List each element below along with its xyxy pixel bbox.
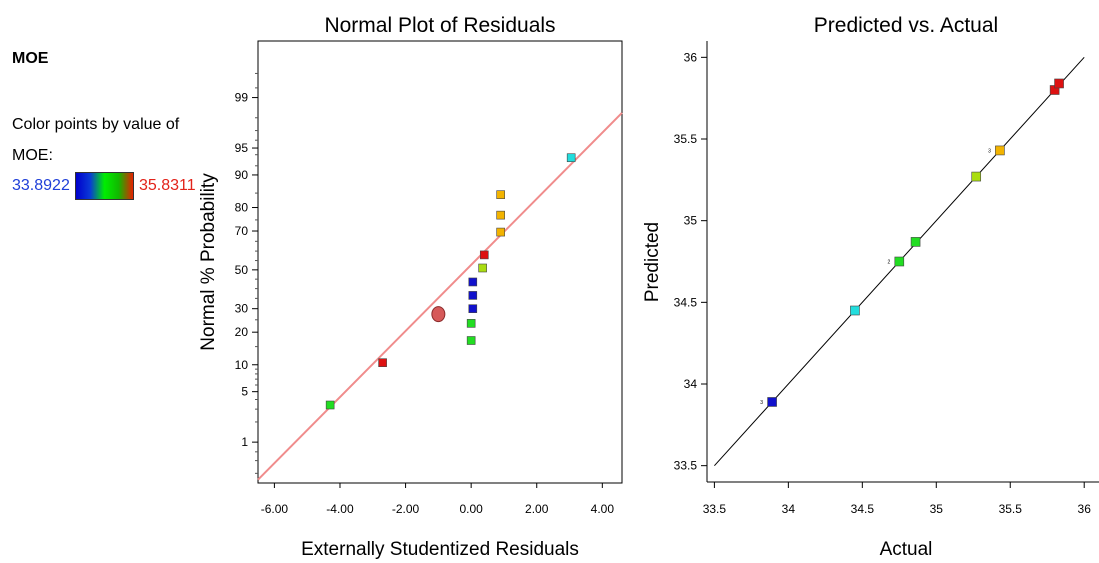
chart2-ylabel: Predicted <box>642 222 663 302</box>
chart1-y-tick-label: 30 <box>235 302 249 316</box>
chart1-xlabel: Externally Studentized Residuals <box>301 539 579 560</box>
legend-panel: MOE Color points by value of MOE: 33.892… <box>0 0 250 260</box>
chart1-point <box>466 336 476 345</box>
chart2-point <box>767 397 777 407</box>
chart1-y-tick-label: 80 <box>235 201 249 215</box>
chart2-point-count-label: 3 <box>760 400 763 406</box>
chart2-y-tick-label: 33.5 <box>674 459 698 473</box>
chart2-point-count-label: 2 <box>888 260 891 266</box>
chart2-y-tick-label: 35 <box>684 214 698 228</box>
chart1-point <box>378 358 387 367</box>
chart1-x-tick-label: 2.00 <box>525 502 549 516</box>
chart1-highlight-point[interactable] <box>431 306 446 323</box>
chart2-point <box>995 145 1005 156</box>
chart1-x-tick-label: 0.00 <box>459 502 483 516</box>
chart1-y-tick-label: 5 <box>241 385 248 399</box>
chart1-y-tick-label: 70 <box>235 224 249 238</box>
chart1-y-tick-label: 1 <box>241 435 248 449</box>
chart2-x-tick-label: 34 <box>782 502 796 516</box>
chart1-point <box>466 319 476 328</box>
chart2-title: Predicted vs. Actual <box>814 14 998 37</box>
chart1-y-tick-label: 20 <box>235 325 249 339</box>
chart2-x-tick-label: 36 <box>1078 502 1092 516</box>
chart2-y-tick-label: 35.5 <box>674 132 698 146</box>
chart1-y-tick-label: 95 <box>235 141 249 155</box>
color-caption-line1: Color points by value of <box>12 116 180 133</box>
chart1-point <box>566 153 576 163</box>
color-caption-line2: MOE: <box>12 147 53 164</box>
chart1-point <box>479 250 489 260</box>
chart2-x-tick-label: 33.5 <box>703 502 727 516</box>
chart2-x-tick-label: 35.5 <box>999 502 1023 516</box>
color-gradient-bar <box>75 172 134 200</box>
chart1-ylabel: Normal % Probability <box>198 173 219 351</box>
chart2-point <box>1054 78 1064 89</box>
chart1-y-tick-label: 10 <box>235 358 249 372</box>
chart2-point <box>850 305 860 316</box>
chart1-point <box>478 263 487 273</box>
chart2-x-tick-label: 34.5 <box>851 502 875 516</box>
chart2-point <box>894 256 905 267</box>
response-name: MOE <box>12 50 49 67</box>
chart1-point <box>468 277 478 287</box>
chart2-point <box>910 237 921 247</box>
chart1-point <box>496 227 505 237</box>
chart1-x-tick-label: -6.00 <box>261 502 289 516</box>
chart1-y-tick-label: 99 <box>235 91 249 105</box>
chart2-y-tick-label: 36 <box>684 50 698 64</box>
chart1-reference-line <box>257 112 623 481</box>
chart1-point <box>468 291 478 300</box>
chart2-y-tick-label: 34.5 <box>674 295 698 309</box>
plot1-frame <box>257 40 623 484</box>
chart2-y-tick-label: 34 <box>684 377 698 391</box>
chart2-point <box>971 171 982 182</box>
chart1-x-tick-label: -2.00 <box>392 502 420 516</box>
color-range-max: 35.8311 <box>139 177 196 194</box>
chart1-point <box>496 190 505 199</box>
chart1-y-tick-label: 90 <box>235 168 249 182</box>
chart1-x-tick-label: 4.00 <box>591 502 615 516</box>
chart1-y-tick-label: 50 <box>235 263 249 277</box>
chart2-xlabel: Actual <box>880 539 933 560</box>
chart1-title: Normal Plot of Residuals <box>324 14 555 37</box>
chart1-x-tick-label: -4.00 <box>326 502 354 516</box>
chart2-x-tick-label: 35 <box>930 502 944 516</box>
chart1-point <box>325 400 335 410</box>
chart1-point <box>468 304 478 313</box>
chart1-point <box>496 210 505 220</box>
chart2-point-count-label: 3 <box>988 148 991 154</box>
color-range-min: 33.8922 <box>12 177 70 194</box>
